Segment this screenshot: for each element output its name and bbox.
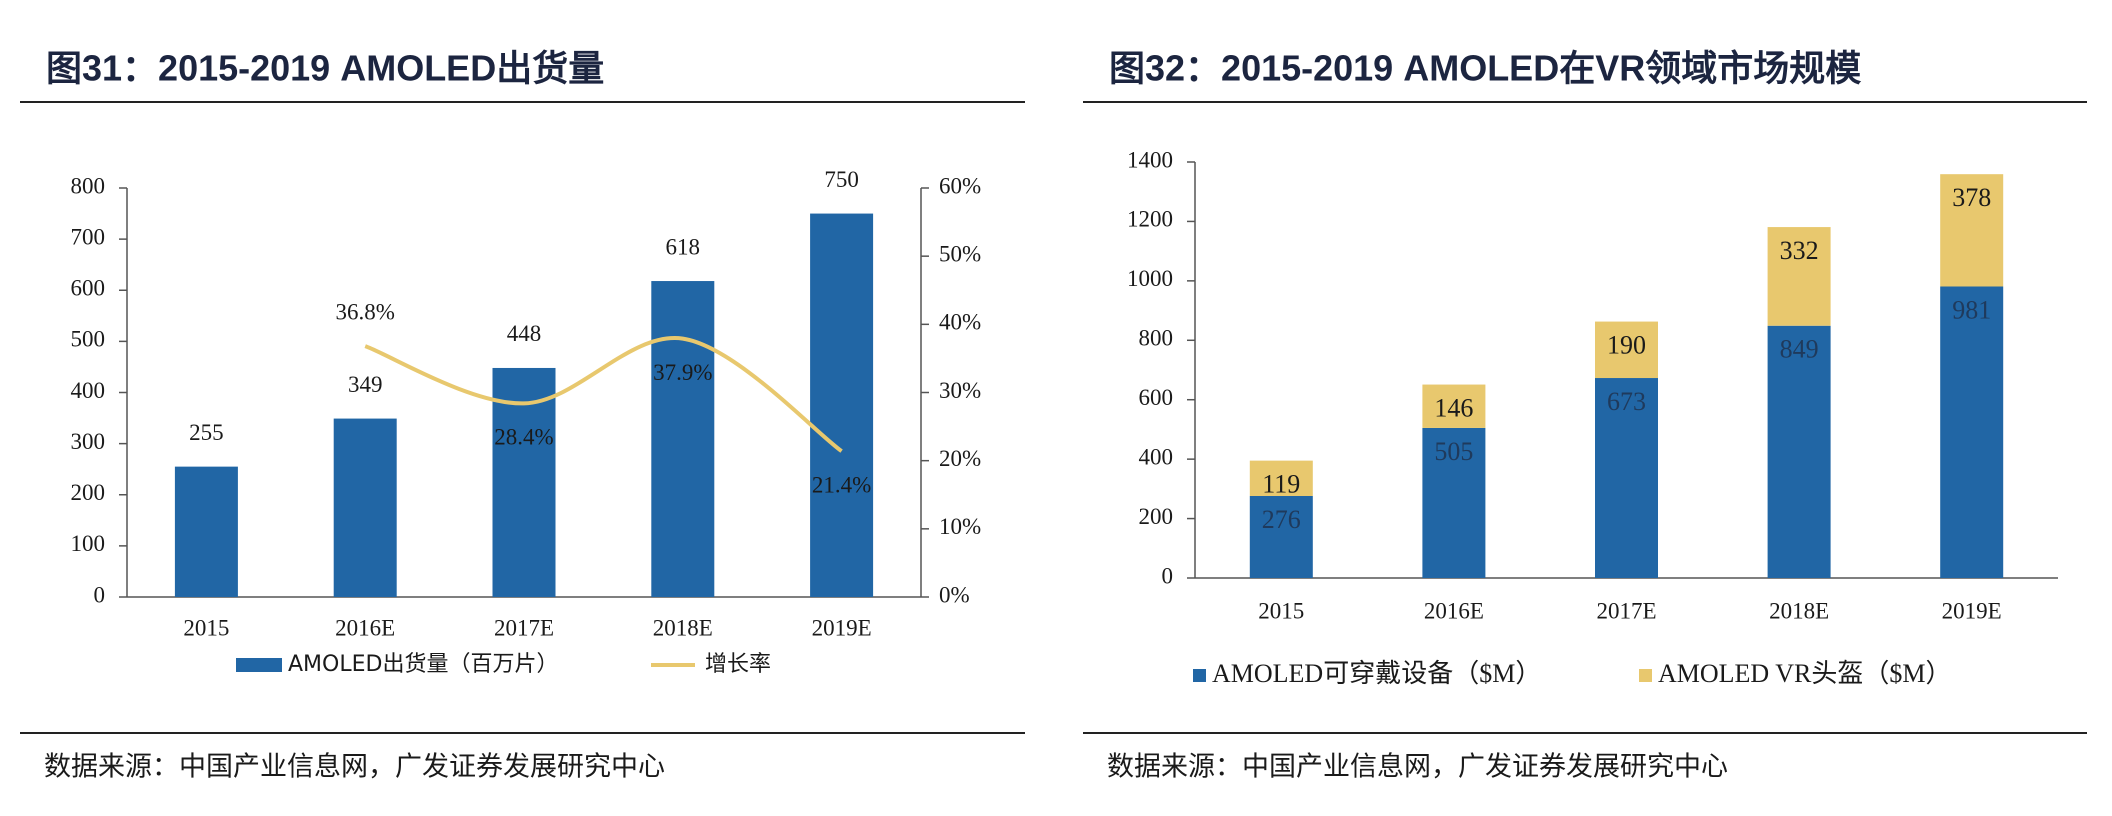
growth-line bbox=[364, 336, 843, 453]
chart-title: 图31：2015-2019 AMOLED出货量 bbox=[46, 48, 604, 89]
segment-label: 981 bbox=[1952, 295, 1991, 324]
y2-tick-label: 50% bbox=[939, 241, 981, 266]
y-tick-label: 200 bbox=[71, 480, 106, 505]
x-tick-label: 2016E bbox=[1424, 598, 1484, 623]
bar-label: 618 bbox=[666, 234, 701, 259]
bar-label: 750 bbox=[824, 167, 859, 192]
y2-tick-label: 10% bbox=[939, 514, 981, 539]
bar-segment bbox=[1422, 384, 1486, 428]
line-label: 21.4% bbox=[812, 472, 871, 497]
bar bbox=[333, 418, 397, 597]
y-tick-label: 1200 bbox=[1127, 207, 1173, 232]
bar-segment bbox=[1767, 325, 1831, 578]
legend-label: AMOLED出货量（百万片） bbox=[288, 652, 558, 677]
bar bbox=[492, 367, 556, 597]
legend-label: 增长率 bbox=[705, 652, 771, 677]
bar bbox=[810, 213, 874, 597]
segment-label: 505 bbox=[1434, 437, 1473, 466]
source: 数据来源：中国产业信息网，广发证券发展研究中心 bbox=[1107, 752, 1728, 783]
line-label: 28.4% bbox=[494, 425, 553, 450]
segment-label: 378 bbox=[1952, 183, 1991, 212]
chart-title: 图32：2015-2019 AMOLED在VR领域市场规模 bbox=[1109, 48, 1861, 89]
bar bbox=[651, 281, 715, 597]
y2-tick-label: 40% bbox=[939, 310, 981, 335]
line-label: 37.9% bbox=[653, 360, 712, 385]
x-tick-label: 2019E bbox=[1942, 598, 2002, 623]
y-tick-label: 800 bbox=[1139, 326, 1174, 351]
segment-label: 849 bbox=[1780, 335, 1819, 364]
x-tick-label: 2019E bbox=[812, 615, 872, 640]
y-tick-label: 0 bbox=[1162, 563, 1174, 588]
bar-segment bbox=[1940, 286, 2004, 578]
bar-label: 448 bbox=[507, 321, 542, 346]
bar-label: 255 bbox=[189, 420, 224, 445]
bar-segment bbox=[1940, 174, 2004, 287]
y2-tick-label: 60% bbox=[939, 173, 981, 198]
segment-label: 119 bbox=[1262, 470, 1300, 499]
x-tick-label: 2018E bbox=[653, 615, 713, 640]
x-tick-label: 2017E bbox=[494, 615, 554, 640]
bar-segment bbox=[1595, 378, 1658, 578]
bar-segment bbox=[1422, 427, 1486, 578]
legend-label: AMOLED可穿戴设备（$M） bbox=[1212, 659, 1541, 688]
x-tick-label: 2018E bbox=[1769, 598, 1829, 623]
y-tick-label: 0 bbox=[94, 582, 106, 607]
legend-swatch bbox=[1639, 669, 1652, 682]
y-tick-label: 100 bbox=[71, 531, 106, 556]
y-tick-label: 200 bbox=[1139, 504, 1174, 529]
bar-segment bbox=[1767, 227, 1831, 326]
y2-tick-label: 20% bbox=[939, 446, 981, 471]
legend-swatch bbox=[236, 658, 282, 672]
y2-tick-label: 30% bbox=[939, 378, 981, 403]
bar-segment bbox=[1249, 460, 1313, 496]
x-tick-label: 2017E bbox=[1596, 598, 1656, 623]
y-tick-label: 1400 bbox=[1127, 147, 1173, 172]
legend-label: AMOLED VR头盔（$M） bbox=[1658, 659, 1951, 688]
legend-swatch bbox=[1193, 669, 1206, 682]
segment-label: 673 bbox=[1607, 387, 1646, 416]
y-tick-label: 1000 bbox=[1127, 266, 1173, 291]
bar-segment bbox=[1249, 495, 1313, 578]
y-tick-label: 400 bbox=[1139, 444, 1174, 469]
segment-label: 146 bbox=[1434, 394, 1473, 423]
segment-label: 276 bbox=[1262, 505, 1301, 534]
y-tick-label: 400 bbox=[71, 378, 106, 403]
x-tick-label: 2016E bbox=[335, 615, 395, 640]
y-tick-label: 700 bbox=[71, 224, 106, 249]
y-tick-label: 600 bbox=[1139, 385, 1174, 410]
bar-label: 349 bbox=[348, 372, 383, 397]
y-tick-label: 600 bbox=[71, 276, 106, 301]
x-tick-label: 2015 bbox=[183, 615, 229, 640]
source: 数据来源：中国产业信息网，广发证券发展研究中心 bbox=[44, 752, 665, 783]
segment-label: 190 bbox=[1607, 331, 1646, 360]
x-tick-label: 2015 bbox=[1258, 598, 1304, 623]
y-tick-label: 800 bbox=[71, 173, 106, 198]
y-tick-label: 300 bbox=[71, 429, 106, 454]
bar bbox=[174, 466, 238, 597]
line-label: 36.8% bbox=[335, 299, 394, 324]
bar-segment bbox=[1595, 321, 1658, 379]
y2-tick-label: 0% bbox=[939, 582, 970, 607]
segment-label: 332 bbox=[1780, 236, 1819, 265]
y-tick-label: 500 bbox=[71, 327, 106, 352]
